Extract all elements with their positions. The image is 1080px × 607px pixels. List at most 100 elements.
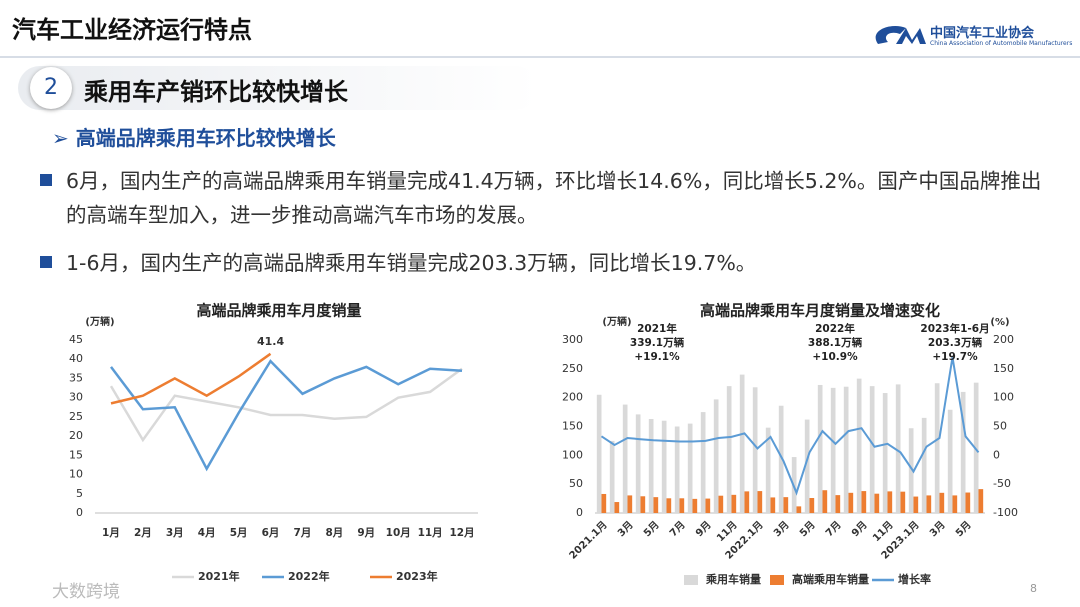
y2-tick-label: 100: [993, 391, 1014, 404]
x-tick-label: 5月: [230, 527, 248, 539]
bar: [757, 491, 763, 513]
y-tick-label: 50: [569, 477, 583, 490]
x-tick-label: 6月: [262, 527, 280, 539]
bar: [679, 498, 685, 513]
bar: [882, 393, 888, 513]
bar: [822, 490, 828, 513]
y-tick-label: 45: [69, 333, 83, 346]
bar: [973, 382, 979, 513]
y-tick-label: 0: [576, 506, 583, 519]
y2-tick-label: 150: [993, 362, 1014, 375]
y-axis-label: (万辆): [85, 315, 114, 328]
bar: [908, 428, 914, 513]
x-tick-label: 12月: [449, 527, 474, 539]
y-tick-label: 0: [76, 506, 83, 519]
x-tick-label: 5月: [953, 519, 973, 539]
y-tick-label: 300: [562, 333, 583, 346]
logo-text: 中国汽车工业协会: [930, 26, 1035, 41]
y-tick-label: 5: [76, 487, 83, 500]
x-tick-label: 9月: [849, 519, 869, 539]
bar: [770, 497, 776, 513]
bar: [960, 391, 966, 513]
bar: [796, 506, 802, 513]
y2-tick-label: -100: [993, 506, 1018, 519]
annotation: 2023年1-6月: [920, 322, 989, 335]
x-tick-label: 1月: [102, 527, 120, 539]
legend-label: 增长率: [898, 572, 931, 586]
bar: [713, 399, 719, 513]
line-series: [110, 359, 463, 472]
bar: [921, 417, 927, 513]
bar: [648, 419, 654, 513]
bar: [739, 374, 745, 513]
x-tick-label: 7月: [294, 527, 312, 539]
bar: [614, 502, 620, 513]
line-series: [110, 352, 272, 405]
bar: [778, 405, 784, 513]
bar: [804, 419, 810, 513]
x-tick-label: 3月: [927, 519, 947, 539]
y2-axis-label: (%): [990, 317, 1009, 328]
section-band: [18, 66, 538, 110]
legend-label: 2022年: [288, 569, 330, 583]
bar: [627, 495, 633, 513]
x-tick-label: 2021.1月: [567, 519, 610, 562]
x-tick-label: 2月: [134, 527, 152, 539]
x-tick-label: 7月: [667, 519, 687, 539]
bullet: 1-6月，国内生产的高端品牌乘用车销量完成203.3万辆，同比增长19.7%。: [40, 246, 1050, 280]
data-label: 41.4: [257, 335, 284, 348]
x-tick-label: 7月: [823, 519, 843, 539]
y-tick-label: 40: [69, 352, 83, 365]
annotation: 203.3万辆: [928, 336, 983, 349]
line-series: [600, 357, 980, 496]
bar: [887, 491, 893, 513]
y-tick-label: 10: [69, 468, 83, 481]
bar: [856, 378, 862, 513]
bar: [666, 498, 672, 513]
bar: [718, 495, 724, 513]
line-series: [109, 367, 463, 443]
bar: [913, 496, 919, 513]
bar: [687, 423, 693, 513]
y-tick-label: 15: [69, 448, 83, 461]
bullet: 6月，国内生产的高端品牌乘用车销量完成41.4万辆，环比增长14.6%，同比增长…: [40, 164, 1050, 232]
x-tick-label: 10月: [386, 527, 411, 539]
subtitle-text: 高端品牌乘用车环比较快增长: [75, 126, 336, 150]
logo-text-en: China Association of Automobile Manufact…: [930, 40, 1073, 47]
bar: [661, 420, 667, 513]
bar: [609, 440, 615, 513]
legend-label: 2021年: [198, 569, 240, 583]
bar: [843, 386, 849, 513]
bar: [622, 404, 628, 513]
bar: [744, 491, 750, 513]
legend-label: 乘用车销量: [705, 572, 761, 586]
y-tick-label: 150: [562, 420, 583, 433]
bar: [952, 495, 958, 513]
annotation: +19.7%: [932, 351, 978, 363]
section-number: 2: [30, 67, 72, 109]
x-tick-label: 3月: [615, 519, 635, 539]
annotation: 339.1万辆: [630, 336, 685, 349]
y-tick-label: 20: [69, 429, 83, 442]
bar: [900, 491, 906, 513]
x-tick-label: 9月: [693, 519, 713, 539]
bullet-text: 1-6月，国内生产的高端品牌乘用车销量完成203.3万辆，同比增长19.7%。: [66, 251, 757, 275]
logo-mark: [875, 25, 926, 44]
x-tick-label: 3月: [166, 527, 184, 539]
y-tick-label: 200: [562, 391, 583, 404]
annotation: 2022年: [815, 322, 855, 335]
y-tick-label: 100: [562, 448, 583, 461]
bar: [861, 491, 867, 513]
bar: [692, 498, 698, 513]
bar: [705, 498, 711, 513]
y2-tick-label: -50: [993, 477, 1011, 490]
bullet-text: 6月，国内生产的高端品牌乘用车销量完成41.4万辆，环比增长14.6%，同比增长…: [66, 169, 1042, 227]
bullet-icon: [40, 256, 52, 268]
x-tick-label: 11月: [418, 527, 443, 539]
y2-tick-label: 200: [993, 333, 1014, 346]
y-tick-label: 35: [69, 371, 83, 384]
y-tick-label: 25: [69, 410, 83, 423]
annotation: 2021年: [637, 322, 677, 335]
